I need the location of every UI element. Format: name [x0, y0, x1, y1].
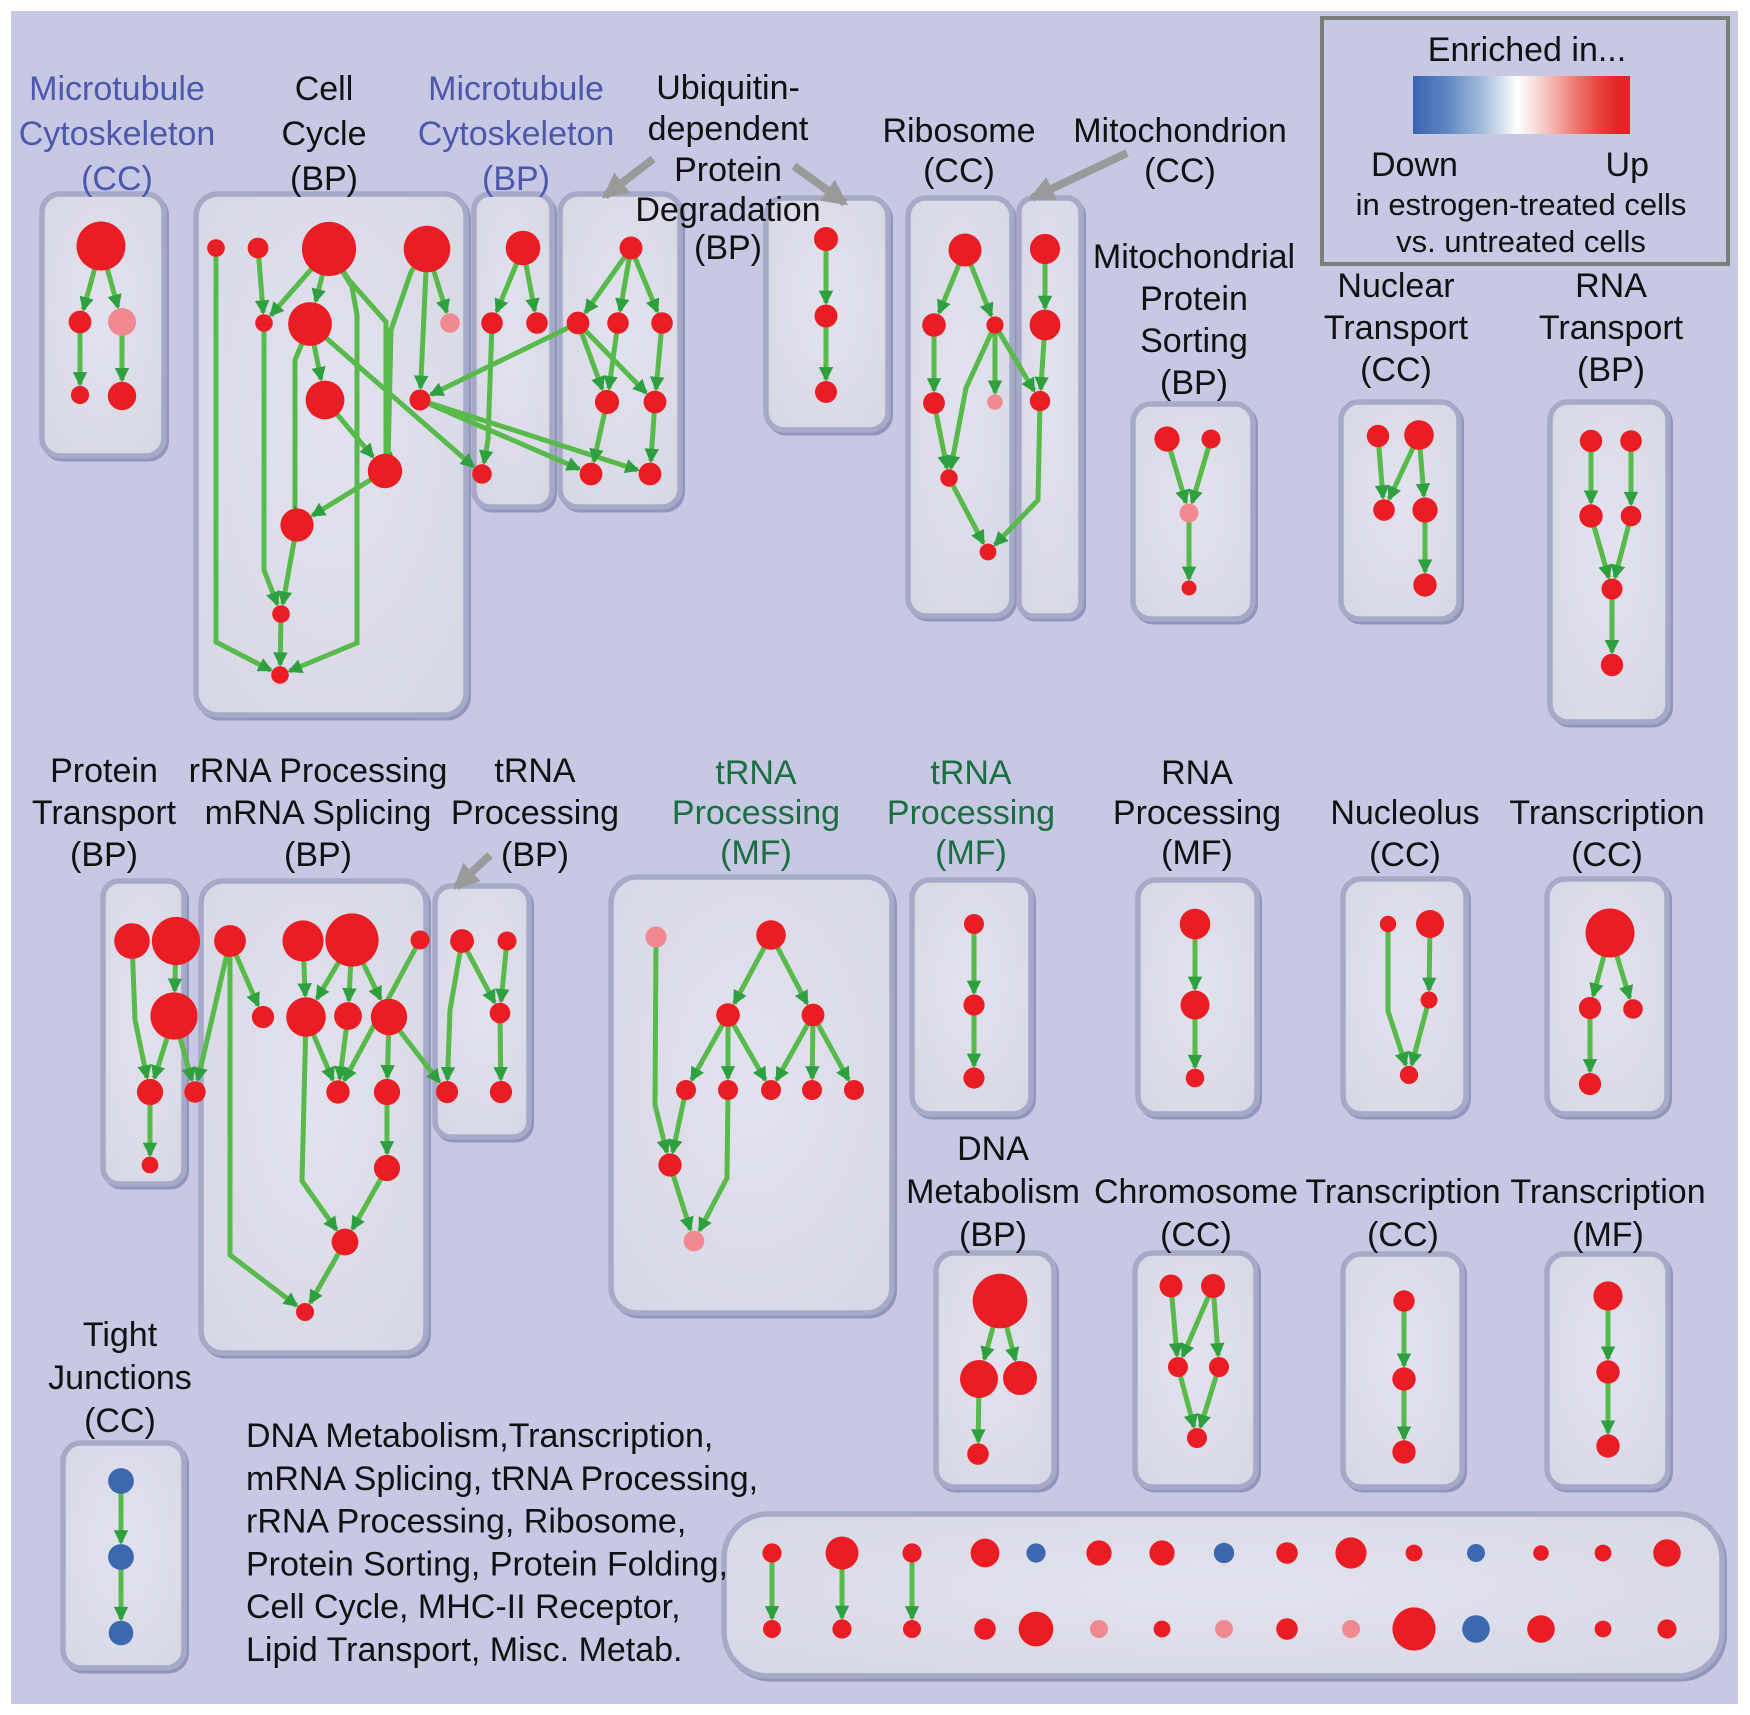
- svg-text:Microtubule: Microtubule: [29, 70, 205, 108]
- svg-text:(CC): (CC): [1571, 836, 1643, 874]
- svg-text:Nucleolus: Nucleolus: [1330, 794, 1479, 832]
- svg-text:Ubiquitin-: Ubiquitin-: [656, 69, 800, 107]
- svg-text:Sorting: Sorting: [1140, 322, 1248, 360]
- svg-text:(CC): (CC): [1160, 1216, 1232, 1254]
- svg-text:(CC): (CC): [1360, 351, 1432, 389]
- svg-text:(CC): (CC): [923, 152, 995, 190]
- svg-text:Processing: Processing: [672, 794, 840, 832]
- svg-text:Transport: Transport: [32, 794, 177, 832]
- svg-text:(BP): (BP): [290, 160, 358, 198]
- svg-text:DNA: DNA: [957, 1130, 1029, 1168]
- svg-text:in estrogen-treated cells: in estrogen-treated cells: [1356, 187, 1687, 222]
- svg-text:(CC): (CC): [1369, 836, 1441, 874]
- svg-text:Metabolism: Metabolism: [906, 1173, 1080, 1211]
- svg-text:Mitochondrial: Mitochondrial: [1093, 238, 1295, 276]
- svg-text:dependent: dependent: [648, 110, 809, 148]
- svg-text:(MF): (MF): [935, 834, 1007, 872]
- svg-text:(BP): (BP): [959, 1216, 1027, 1254]
- svg-text:rRNA Processing: rRNA Processing: [189, 752, 448, 790]
- svg-text:Transcription: Transcription: [1509, 794, 1704, 832]
- svg-text:DNA Metabolism,Transcription,: DNA Metabolism,Transcription,: [246, 1417, 713, 1455]
- svg-text:Lipid Transport, Misc. Metab.: Lipid Transport, Misc. Metab.: [246, 1631, 683, 1669]
- svg-text:Processing: Processing: [1113, 794, 1281, 832]
- svg-text:(BP): (BP): [284, 836, 352, 874]
- svg-text:tRNA: tRNA: [715, 754, 797, 792]
- svg-text:tRNA: tRNA: [494, 752, 576, 790]
- svg-text:Processing: Processing: [451, 794, 619, 832]
- svg-text:Transcription: Transcription: [1510, 1173, 1705, 1211]
- svg-text:Cell: Cell: [295, 70, 354, 108]
- svg-text:RNA: RNA: [1161, 754, 1233, 792]
- svg-text:Transport: Transport: [1539, 309, 1684, 347]
- svg-text:Protein: Protein: [50, 752, 158, 790]
- svg-text:mRNA Splicing, tRNA Processing: mRNA Splicing, tRNA Processing,: [246, 1460, 758, 1498]
- svg-text:Transcription: Transcription: [1305, 1173, 1500, 1211]
- svg-text:(CC): (CC): [1144, 152, 1216, 190]
- svg-text:Enriched in...: Enriched in...: [1428, 31, 1626, 69]
- svg-text:vs. untreated cells: vs. untreated cells: [1396, 224, 1646, 259]
- svg-text:rRNA Processing, Ribosome,: rRNA Processing, Ribosome,: [246, 1503, 686, 1541]
- svg-text:(BP): (BP): [482, 160, 550, 198]
- svg-text:Mitochondrion: Mitochondrion: [1073, 112, 1287, 150]
- svg-text:Protein Sorting, Protein Foldi: Protein Sorting, Protein Folding,: [246, 1545, 728, 1583]
- svg-text:Junctions: Junctions: [48, 1359, 192, 1397]
- svg-text:(BP): (BP): [501, 836, 569, 874]
- svg-text:Transport: Transport: [1324, 309, 1469, 347]
- svg-text:Nuclear: Nuclear: [1337, 267, 1454, 305]
- svg-text:(CC): (CC): [81, 160, 153, 198]
- svg-text:Cycle: Cycle: [281, 115, 366, 153]
- svg-text:Down: Down: [1371, 146, 1458, 184]
- svg-text:(CC): (CC): [1367, 1216, 1439, 1254]
- svg-text:Cell Cycle, MHC-II Receptor,: Cell Cycle, MHC-II Receptor,: [246, 1588, 681, 1626]
- svg-text:tRNA: tRNA: [930, 754, 1012, 792]
- svg-text:Ribosome: Ribosome: [882, 112, 1035, 150]
- svg-text:RNA: RNA: [1575, 267, 1647, 305]
- svg-text:(BP): (BP): [694, 229, 762, 267]
- svg-text:(MF): (MF): [1161, 834, 1233, 872]
- svg-text:(BP): (BP): [70, 836, 138, 874]
- svg-text:Protein: Protein: [674, 151, 782, 189]
- svg-text:Degradation: Degradation: [635, 191, 820, 229]
- svg-text:(MF): (MF): [1572, 1216, 1644, 1254]
- svg-text:(MF): (MF): [720, 834, 792, 872]
- svg-text:Tight: Tight: [83, 1316, 158, 1354]
- svg-text:Microtubule: Microtubule: [428, 70, 604, 108]
- svg-text:(CC): (CC): [84, 1402, 156, 1440]
- svg-text:Up: Up: [1606, 146, 1649, 184]
- svg-text:Processing: Processing: [887, 794, 1055, 832]
- svg-text:Cytoskeleton: Cytoskeleton: [418, 115, 615, 153]
- svg-text:mRNA Splicing: mRNA Splicing: [205, 794, 432, 832]
- svg-text:Protein: Protein: [1140, 280, 1248, 318]
- svg-text:(BP): (BP): [1160, 364, 1228, 402]
- svg-text:Cytoskeleton: Cytoskeleton: [19, 115, 216, 153]
- svg-text:(BP): (BP): [1577, 351, 1645, 389]
- svg-text:Chromosome: Chromosome: [1094, 1173, 1298, 1211]
